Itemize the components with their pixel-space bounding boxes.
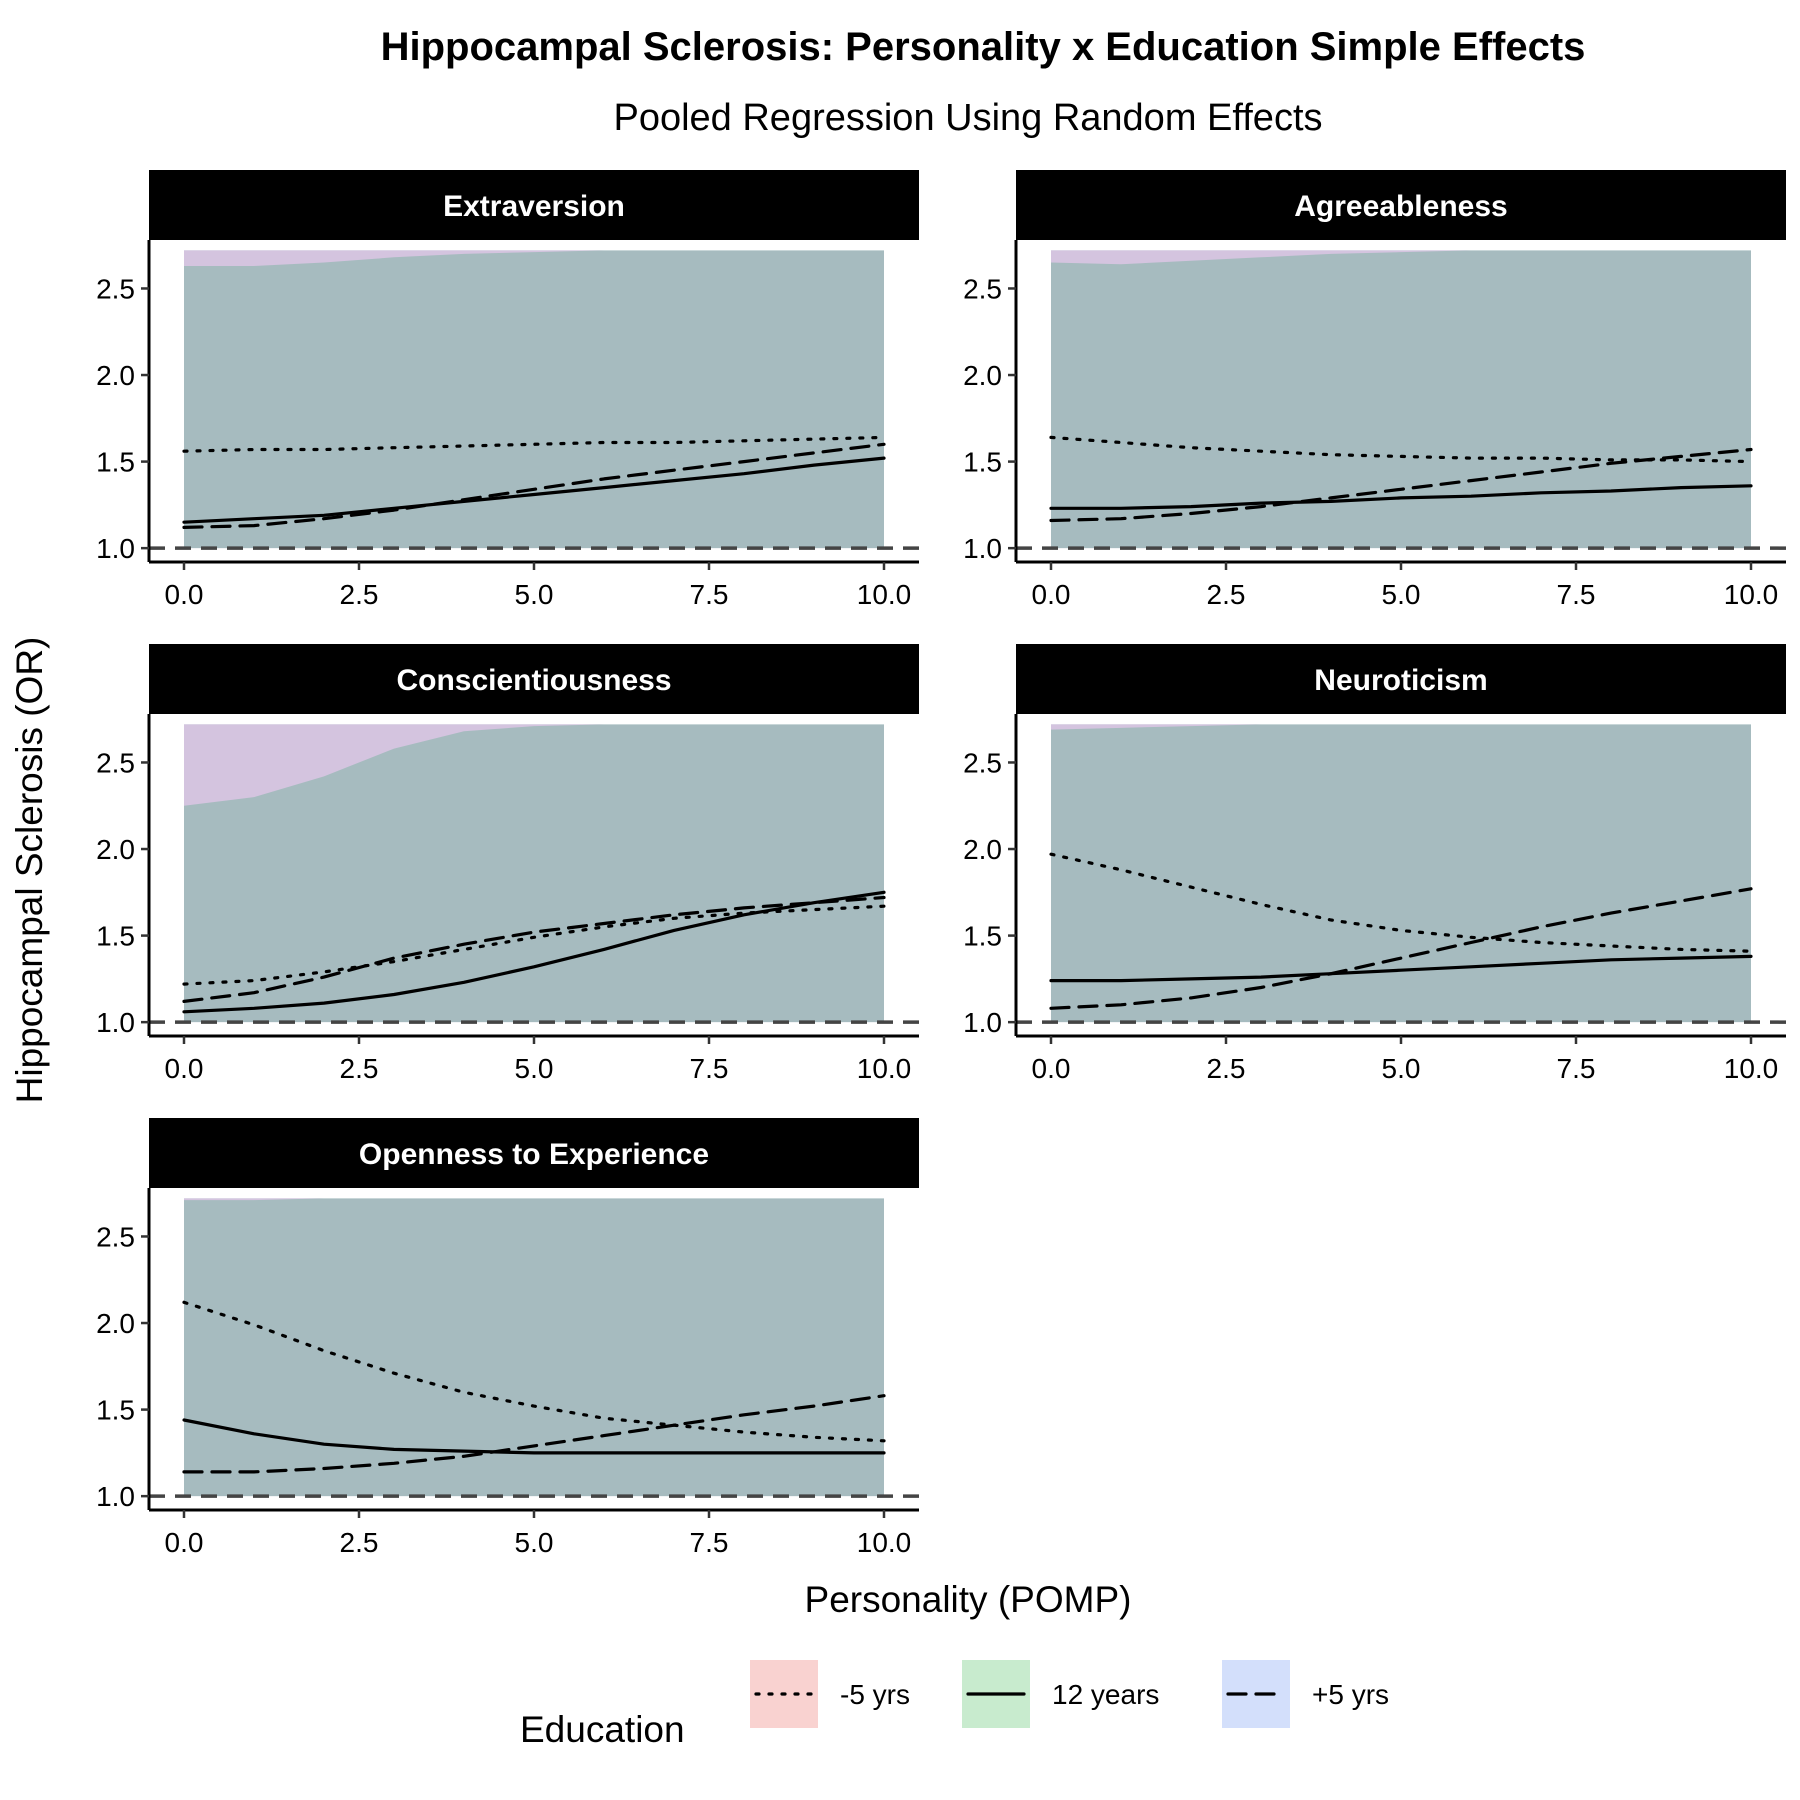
strip-label-conscientiousness: Conscientiousness (396, 664, 671, 697)
y-axis-title: Hippocampal Sclerosis (OR) (9, 637, 50, 1104)
y-tick-label: 2.0 (963, 834, 1002, 865)
y-tick-label: 2.5 (963, 747, 1002, 778)
x-tick-label: 2.5 (1207, 579, 1246, 610)
x-tick-label: 2.5 (340, 1053, 379, 1084)
x-tick-label: 7.5 (1557, 1053, 1596, 1084)
y-tick-label: 1.5 (963, 447, 1002, 478)
x-tick-label: 2.5 (1207, 1053, 1246, 1084)
y-tick-label: 2.5 (963, 273, 1002, 304)
x-tick-label: 0.0 (165, 1053, 204, 1084)
confidence-band (184, 250, 884, 549)
legend-title: Education (520, 1709, 685, 1750)
legend: Education -5 yrs 12 years +5 yrs (520, 1660, 1389, 1750)
confidence-band-tint (1051, 250, 1751, 265)
series-line-12-years (1049, 484, 1753, 510)
y-tick-label: 2.0 (96, 834, 135, 865)
x-tick-label: 10.0 (857, 1053, 912, 1084)
y-tick-label: 1.0 (96, 1481, 135, 1512)
y-tick-label: 2.5 (96, 1221, 135, 1252)
panel-extraversion: Extraversion 1.0 1.5 2.0 2.5 0.0 2.5 5.0 7.5 10.0 (96, 170, 919, 610)
y-tick-label: 2.0 (96, 1308, 135, 1339)
x-axis-title: Personality (POMP) (805, 1579, 1132, 1620)
legend-entry-12-years: 12 years (962, 1660, 1159, 1728)
x-tick-label: 0.0 (165, 579, 204, 610)
y-tick-label: 2.5 (96, 273, 135, 304)
series-line-plus5-yrs (1049, 887, 1753, 1010)
confidence-band (1051, 250, 1751, 549)
strip-label-agreeableness: Agreeableness (1294, 190, 1507, 223)
x-tick-label: 10.0 (857, 1527, 912, 1558)
confidence-band-tint (184, 250, 884, 266)
x-tick-label: 5.0 (1382, 579, 1421, 610)
strip-extraversion (149, 170, 919, 240)
facet-panels: Extraversion 1.0 1.5 2.0 2.5 0.0 2.5 5.0 7.5 10.0… (96, 170, 1786, 1558)
series-line-plus5-yrs (182, 895, 886, 1004)
strip-neuroticism (1016, 644, 1786, 714)
series-line-minus5-yrs (182, 1300, 886, 1443)
x-tick-label: 0.0 (1032, 579, 1071, 610)
panel-neuroticism: Neuroticism 1.0 1.5 2.0 2.5 0.0 2.5 5.0 7.5 10.0 (963, 644, 1786, 1084)
chart-subtitle: Pooled Regression Using Random Effects (613, 97, 1322, 139)
x-tick-label: 10.0 (1724, 1053, 1779, 1084)
x-tick-label: 0.0 (165, 1527, 204, 1558)
x-tick-label: 7.5 (1557, 579, 1596, 610)
x-tick-label: 5.0 (515, 1053, 554, 1084)
strip-conscientiousness (149, 644, 919, 714)
panel-conscientiousness: Conscientiousness 1.0 1.5 2.0 2.5 0.0 2.5 5.0 7.… (96, 644, 919, 1084)
series-line-minus5-yrs (182, 435, 886, 453)
panel-agreeableness: Agreeableness 1.0 1.5 2.0 2.5 0.0 2.5 5.0 7.5 10.… (963, 170, 1786, 610)
confidence-band-tint (1051, 724, 1751, 730)
y-tick-label: 1.5 (96, 1395, 135, 1426)
strip-label-extraversion: Extraversion (443, 190, 625, 223)
strip-agreeableness (1016, 170, 1786, 240)
legend-entry-plus5-yrs: +5 yrs (1222, 1660, 1389, 1728)
x-tick-label: 7.5 (690, 579, 729, 610)
series-line-12-years (1049, 954, 1753, 983)
x-tick-label: 10.0 (857, 579, 912, 610)
legend-entry-minus5-yrs: -5 yrs (750, 1660, 910, 1728)
y-tick-label: 2.5 (96, 747, 135, 778)
confidence-band (1051, 724, 1751, 1023)
series-line-minus5-yrs (1049, 435, 1753, 464)
x-tick-label: 0.0 (1032, 1053, 1071, 1084)
y-tick-label: 1.0 (963, 533, 1002, 564)
x-tick-label: 5.0 (515, 579, 554, 610)
x-tick-label: 2.5 (340, 579, 379, 610)
y-tick-label: 1.0 (96, 533, 135, 564)
confidence-band-tint (184, 1198, 884, 1201)
y-tick-label: 1.5 (96, 447, 135, 478)
series-line-plus5-yrs (1049, 447, 1753, 523)
strip-label-openness-to-experience: Openness to Experience (359, 1138, 709, 1171)
x-tick-label: 5.0 (515, 1527, 554, 1558)
series-line-plus5-yrs (182, 442, 886, 530)
x-tick-label: 10.0 (1724, 579, 1779, 610)
legend-label-plus5-yrs: +5 yrs (1312, 1679, 1389, 1710)
panel-openness-to-experience: Openness to Experience 1.0 1.5 2.0 2.5 0.0 2.5… (96, 1118, 919, 1558)
y-tick-label: 1.5 (96, 921, 135, 952)
y-tick-label: 1.0 (96, 1007, 135, 1038)
series-line-plus5-yrs (182, 1394, 886, 1474)
legend-label-minus5-yrs: -5 yrs (840, 1679, 910, 1710)
y-tick-label: 1.5 (963, 921, 1002, 952)
strip-label-neuroticism: Neuroticism (1314, 664, 1487, 697)
x-tick-label: 7.5 (690, 1053, 729, 1084)
strip-openness-to-experience (149, 1118, 919, 1188)
y-tick-label: 2.0 (96, 360, 135, 391)
series-line-12-years (182, 890, 886, 1014)
chart-title: Hippocampal Sclerosis: Personality x Edu… (381, 25, 1586, 69)
confidence-band-tint (184, 724, 884, 806)
series-line-12-years (182, 456, 886, 524)
series-line-minus5-yrs (1049, 852, 1753, 953)
y-tick-label: 2.0 (963, 360, 1002, 391)
x-tick-label: 2.5 (340, 1527, 379, 1558)
series-line-12-years (182, 1418, 886, 1455)
x-tick-label: 7.5 (690, 1527, 729, 1558)
x-tick-label: 5.0 (1382, 1053, 1421, 1084)
y-tick-label: 1.0 (963, 1007, 1002, 1038)
legend-label-12-years: 12 years (1052, 1679, 1159, 1710)
